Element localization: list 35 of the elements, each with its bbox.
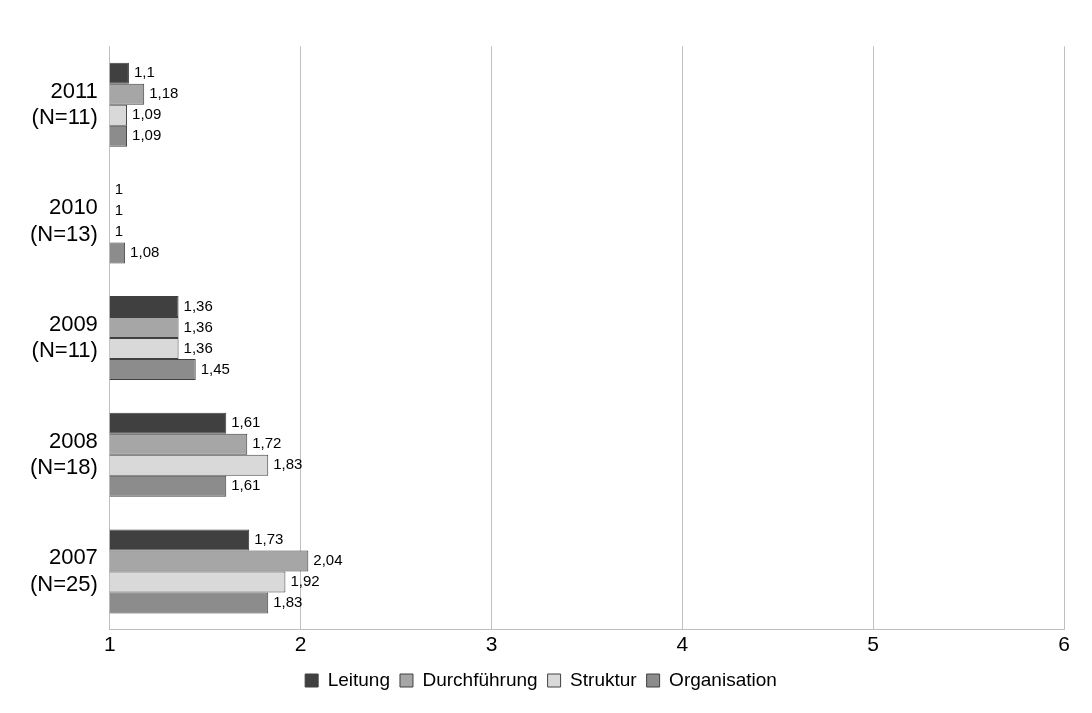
data-label: 1,18 — [149, 84, 179, 102]
data-label: 1,08 — [130, 243, 160, 261]
y-tick-label: 2009 (N=11) — [31, 310, 98, 363]
y-tick-label: 2010 (N=13) — [30, 194, 98, 246]
legend-label: Durchführung — [422, 668, 538, 690]
data-label: 1 — [114, 201, 124, 219]
data-label: 1,1 — [133, 63, 155, 81]
x-tick-label: 6 — [1058, 632, 1070, 656]
data-label: 1,92 — [290, 572, 320, 590]
data-label: 1,61 — [231, 413, 261, 431]
data-label: 1 — [114, 180, 124, 198]
data-label: 1,45 — [200, 359, 230, 377]
legend-label: Leitung — [327, 668, 390, 690]
y-tick-label: 2007 (N=25) — [30, 544, 98, 596]
x-tick-label: 2 — [294, 632, 307, 656]
data-label: 1,83 — [273, 455, 303, 473]
x-tick-label: 1 — [104, 632, 116, 656]
y-tick-label: 2011 (N=11) — [31, 77, 98, 129]
data-label: 1,36 — [183, 317, 213, 335]
legend-label: Organisation — [669, 668, 777, 690]
data-label: 1,73 — [254, 530, 284, 548]
data-label: 1,36 — [183, 296, 213, 314]
x-tick-label: 3 — [485, 632, 498, 656]
data-label: 1,72 — [252, 434, 282, 452]
data-label: 1,61 — [231, 476, 261, 494]
legend-label: Struktur — [570, 668, 638, 690]
data-label: 1,36 — [183, 338, 213, 356]
data-label: 1 — [114, 222, 124, 240]
x-tick-label: 4 — [676, 632, 689, 656]
data-label: 2,04 — [313, 551, 343, 569]
data-label: 1,09 — [132, 105, 162, 123]
data-label: 1,09 — [132, 126, 162, 144]
x-tick-label: 5 — [867, 632, 880, 656]
y-tick-label: 2008 (N=18) — [30, 427, 98, 480]
data-label: 1,83 — [273, 593, 303, 611]
